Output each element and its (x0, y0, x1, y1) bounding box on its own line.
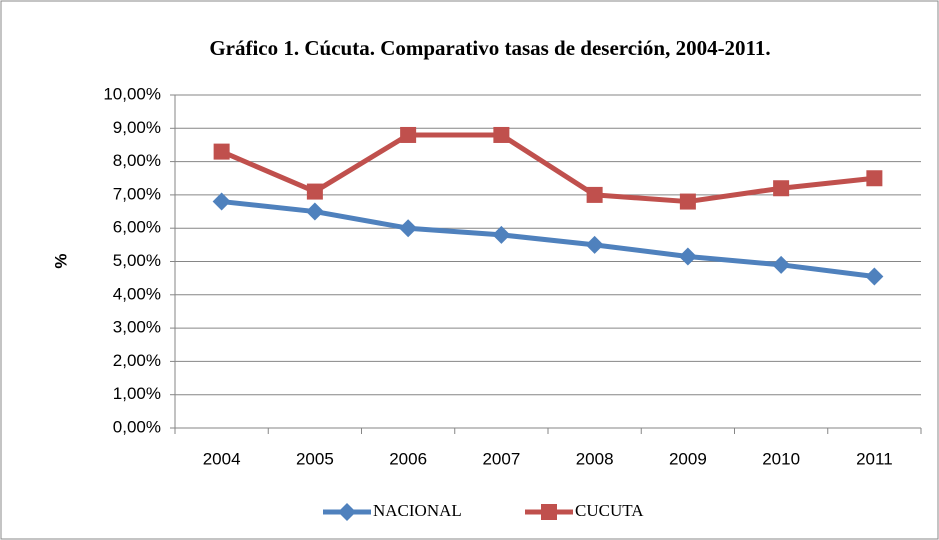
y-tick-label: 10,00% (103, 84, 161, 103)
y-tick-label: 5,00% (113, 251, 161, 270)
point-marker (212, 192, 231, 211)
point-marker (866, 170, 883, 187)
point-marker (679, 193, 696, 210)
x-tick-label: 2009 (669, 449, 707, 468)
point-marker (400, 126, 417, 143)
y-tick-label: 9,00% (113, 118, 161, 137)
chart-title: Gráfico 1. Cúcuta. Comparativo tasas de … (209, 36, 770, 60)
point-marker (585, 235, 604, 254)
series-line (220, 132, 875, 205)
point-marker (772, 255, 791, 274)
x-tick-label: 2007 (482, 449, 520, 468)
y-tick-label: 1,00% (113, 384, 161, 403)
point-marker (493, 126, 510, 143)
x-tick-label: 2008 (576, 449, 614, 468)
y-tick-label: 6,00% (113, 218, 161, 237)
y-tick-label: 7,00% (113, 184, 161, 203)
point-marker (865, 267, 884, 286)
point-marker (678, 247, 697, 266)
x-tick-label: 2010 (762, 449, 800, 468)
y-axis-title: % (51, 253, 70, 268)
x-tick-label: 2004 (203, 449, 241, 468)
x-tick-label: 2006 (389, 449, 427, 468)
y-tick-label: 0,00% (113, 417, 161, 436)
x-tick-label: 2005 (296, 449, 334, 468)
legend-label: CUCUTA (575, 501, 644, 520)
point-marker (305, 202, 324, 221)
x-tick-label: 2011 (856, 449, 893, 468)
legend-label: NACIONAL (373, 501, 462, 520)
point-marker (306, 183, 323, 200)
point-marker (399, 219, 418, 238)
y-tick-label: 8,00% (113, 151, 161, 170)
point-marker (586, 186, 603, 203)
y-tick-label: 3,00% (113, 318, 161, 337)
point-marker (213, 143, 230, 160)
y-tick-label: 2,00% (113, 351, 161, 370)
y-tick-label: 4,00% (113, 284, 161, 303)
series-line (221, 199, 875, 279)
point-marker (773, 180, 790, 197)
legend-marker (338, 503, 356, 521)
point-marker (492, 225, 511, 244)
legend-marker (541, 504, 557, 520)
